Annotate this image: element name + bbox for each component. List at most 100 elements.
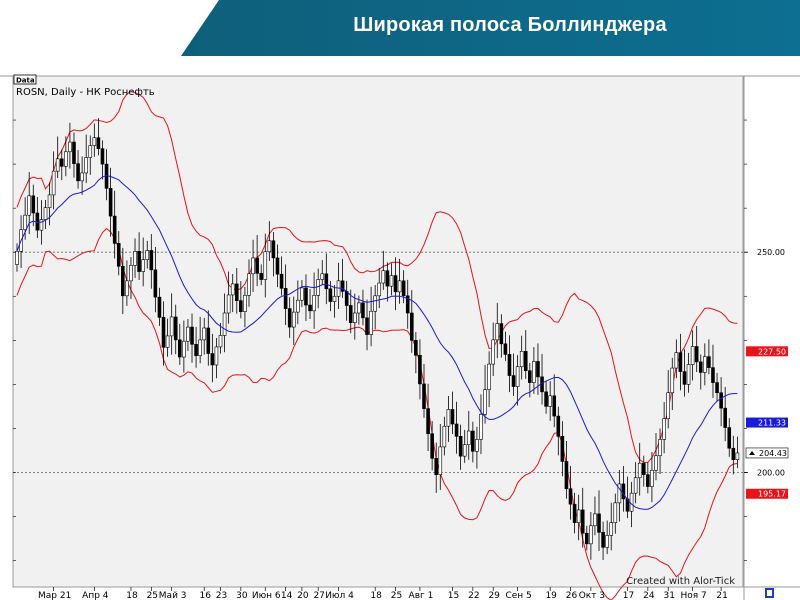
candle	[194, 327, 198, 368]
candle	[560, 421, 565, 477]
candle	[218, 323, 223, 354]
candle	[483, 364, 487, 424]
candle	[682, 349, 687, 397]
candle	[617, 469, 622, 522]
candle	[133, 238, 137, 278]
candle	[552, 374, 557, 428]
x-tick-label-22: Окт 3	[579, 591, 605, 600]
candle	[287, 297, 292, 338]
candle	[31, 184, 36, 227]
candle	[731, 435, 736, 475]
candle	[434, 442, 439, 493]
x-tick-label-4: Май 3	[159, 591, 187, 600]
x-tick-label-11: 27	[313, 591, 324, 600]
candle	[214, 338, 219, 379]
x-tick-label-27: 21	[716, 591, 727, 600]
candle	[670, 357, 675, 411]
time-axis	[13, 587, 800, 600]
candle	[365, 299, 369, 351]
corner-icon[interactable]	[765, 588, 774, 598]
candle	[275, 244, 280, 288]
slide-title-banner	[181, 0, 800, 56]
candle	[678, 333, 683, 391]
candle	[51, 151, 56, 210]
candle	[589, 512, 593, 560]
candle	[202, 317, 207, 355]
candle	[186, 318, 190, 352]
price-marker-upper-band: 227.50	[746, 346, 788, 357]
x-tick-label-16: 15	[448, 591, 459, 600]
candle	[641, 455, 646, 487]
candle	[182, 320, 186, 373]
candle	[556, 406, 561, 456]
candle	[300, 280, 304, 308]
candle	[414, 332, 418, 374]
candle	[153, 246, 158, 313]
candle	[84, 134, 88, 184]
candle	[157, 287, 162, 326]
candle	[658, 428, 662, 474]
candle	[389, 263, 394, 296]
candle	[234, 268, 239, 314]
candle	[593, 496, 597, 536]
candle	[568, 465, 573, 520]
x-tick-label-10: 20	[297, 591, 309, 600]
candle	[283, 264, 288, 325]
x-tick-label-3: 25	[147, 591, 158, 600]
x-tick-label-17: 22	[468, 591, 479, 600]
candle	[251, 239, 255, 292]
candle	[475, 426, 479, 469]
candle	[633, 462, 638, 504]
y-tick-label-0: 250.00	[757, 248, 785, 257]
candle	[426, 383, 430, 452]
candle	[72, 132, 76, 178]
candle	[377, 267, 382, 309]
candle	[353, 293, 357, 340]
candle	[715, 372, 719, 402]
candle	[584, 525, 589, 551]
candle	[55, 136, 60, 179]
candle	[523, 330, 528, 379]
candle	[15, 243, 19, 272]
x-tick-label-23: 17	[623, 591, 634, 600]
data-tag-box	[13, 74, 37, 85]
candle	[121, 247, 125, 315]
candle	[308, 288, 312, 319]
lower-band-series	[16, 227, 738, 600]
candle	[198, 316, 202, 364]
candle	[76, 150, 80, 189]
candle	[422, 364, 426, 418]
candle	[698, 354, 703, 390]
candle	[446, 395, 451, 442]
candle	[243, 286, 247, 328]
candle	[548, 381, 552, 421]
middle-band-series	[16, 174, 738, 510]
candle	[503, 331, 508, 361]
candle	[149, 234, 154, 289]
candle	[495, 302, 500, 359]
candle	[511, 353, 516, 396]
candle	[263, 233, 268, 298]
candle	[703, 343, 707, 386]
candle	[206, 310, 211, 366]
candle	[454, 401, 459, 454]
candle	[80, 156, 84, 195]
candle	[141, 237, 145, 287]
candle	[361, 289, 365, 326]
candle	[528, 363, 532, 398]
candle	[129, 257, 133, 299]
price-axis	[744, 76, 800, 587]
candle	[662, 402, 666, 454]
price-marker-label: 204.43	[759, 449, 787, 458]
candle	[450, 391, 455, 434]
candle	[169, 293, 174, 355]
candle	[613, 493, 618, 534]
x-tick-label-18: 29	[488, 591, 500, 600]
x-tick-label-15: Авг 1	[409, 591, 434, 600]
candle	[479, 394, 483, 455]
price-marker-last-price: 204.43	[745, 447, 789, 459]
candle	[686, 352, 691, 393]
x-tick-label-6: 23	[216, 591, 227, 600]
candle	[727, 418, 732, 457]
candle	[173, 304, 178, 355]
